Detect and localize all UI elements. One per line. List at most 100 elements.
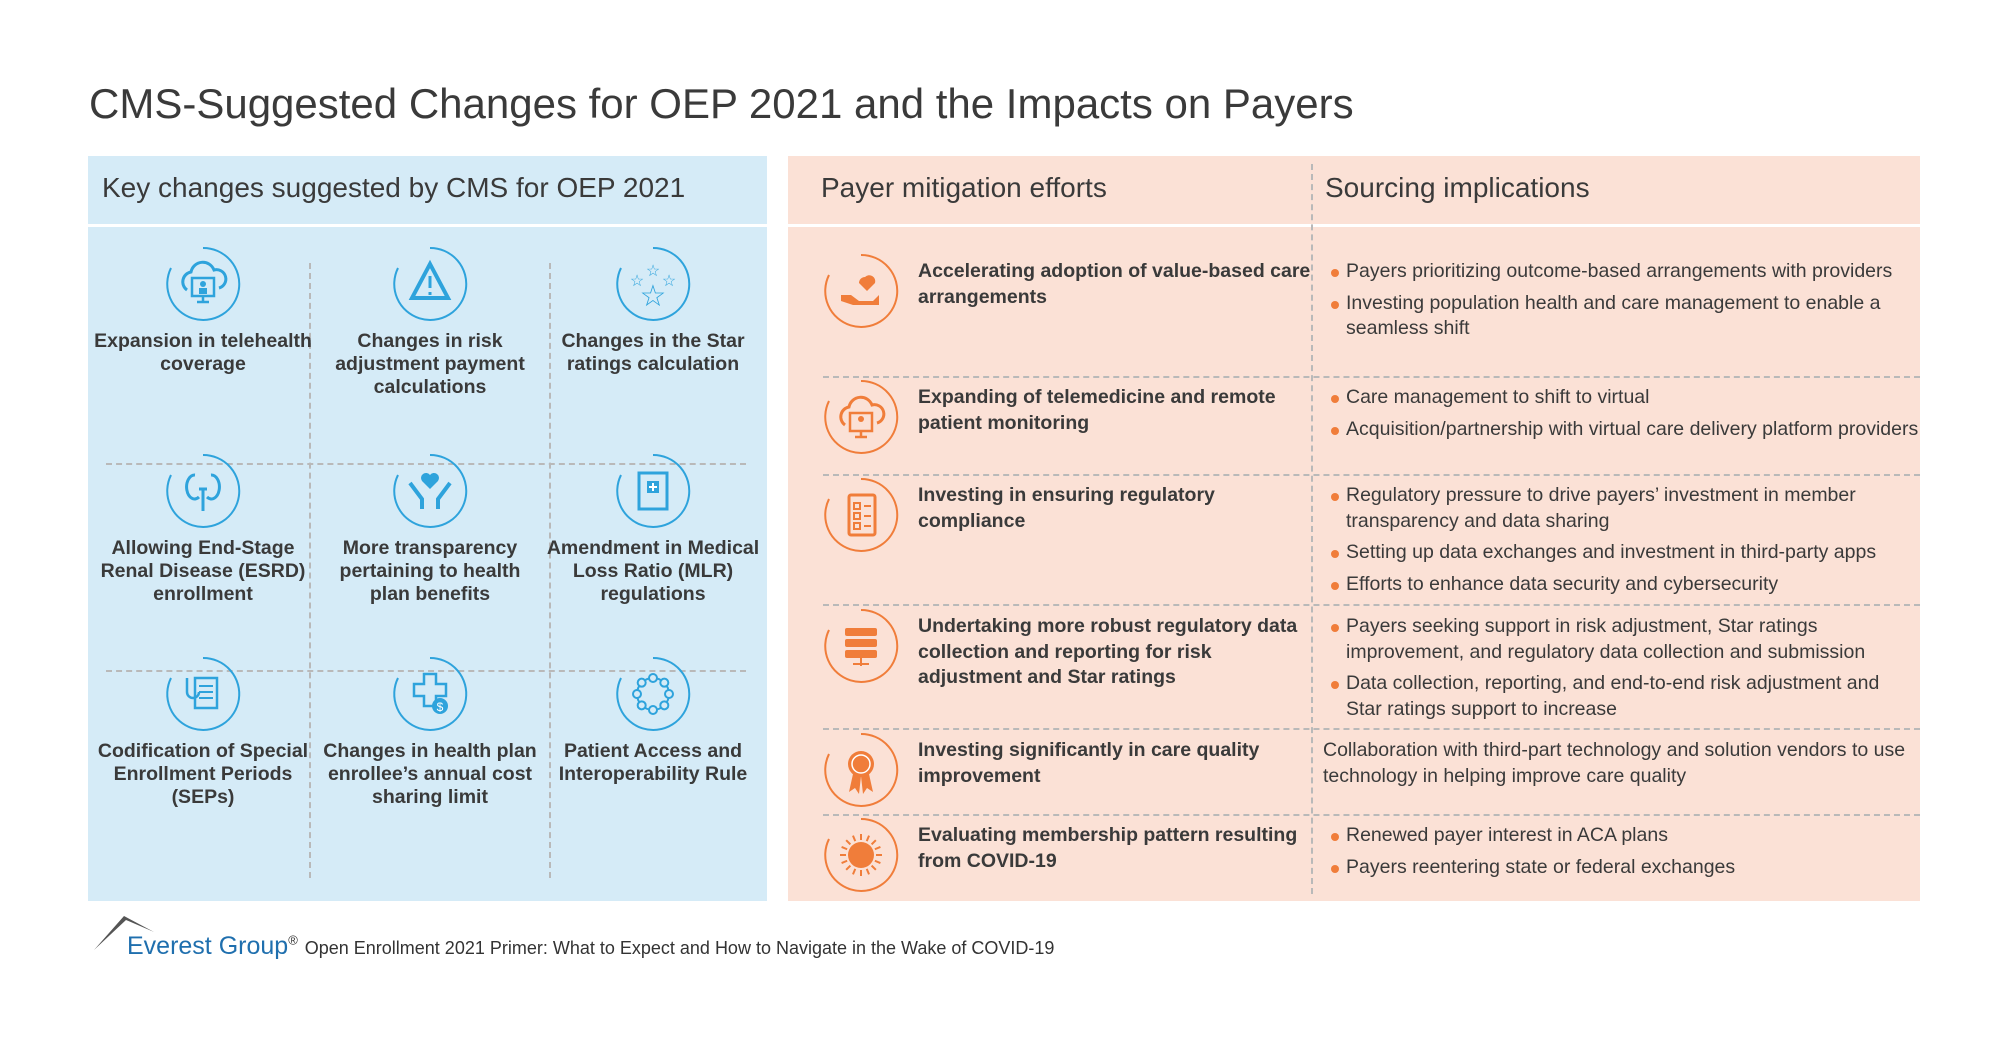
svg-text:$: $ — [437, 700, 444, 714]
implication-text: Payers prioritizing outcome-based arrang… — [1346, 260, 1893, 282]
bullet-icon — [1331, 550, 1339, 558]
row-divider — [823, 814, 1920, 816]
bullet-icon — [1331, 624, 1339, 632]
row-divider — [823, 376, 1920, 378]
implication-item: Payers seeking support in risk adjustmen… — [1329, 614, 1919, 665]
hands-heart-icon — [393, 453, 468, 528]
key-change-label: Allowing End-Stage Renal Disease (ESRD) … — [100, 537, 306, 605]
implication-text: Efforts to enhance data security and cyb… — [1346, 572, 1779, 595]
warning-triangle-icon — [393, 246, 468, 321]
bullet-icon — [1331, 581, 1339, 590]
sourcing-header-text: Sourcing implications — [1325, 172, 1590, 203]
mitigation-effort: Investing in ensuring regulatory complia… — [918, 484, 1215, 532]
key-changes-header-text: Key changes suggested by CMS for OEP 202… — [102, 172, 686, 203]
bullet-icon — [1331, 864, 1339, 873]
mitigation-header-text: Payer mitigation efforts — [821, 172, 1107, 203]
svg-text:☆: ☆ — [646, 263, 660, 280]
implication-text: Data collection, reporting, and end-to-e… — [1346, 672, 1880, 720]
medical-book-icon — [616, 453, 691, 528]
key-changes-panel: Key changes suggested by CMS for OEP 202… — [88, 156, 767, 901]
everest-logo: Everest Group® Open Enrollment 2021 Prim… — [127, 932, 1054, 961]
footer: Everest Group® Open Enrollment 2021 Prim… — [92, 912, 1092, 972]
implication-text: Collaboration with third-part technology… — [1323, 739, 1906, 787]
key-change-item: Codification of Special Enrollment Perio… — [93, 656, 313, 809]
award-ribbon-icon — [824, 732, 899, 807]
server-icon — [824, 608, 899, 683]
column-divider — [549, 263, 551, 878]
implication-item: Regulatory pressure to drive payers’ inv… — [1329, 483, 1919, 534]
key-change-item: Amendment in Medical Loss Ratio (MLR) re… — [543, 453, 763, 606]
bullet-icon — [1331, 681, 1339, 689]
registered-mark: ® — [288, 932, 298, 948]
key-change-item: ☆ ☆ ☆ ☆ Changes in the Star ratings calcula… — [543, 246, 763, 376]
implication-item: Setting up data exchanges and investment… — [1329, 540, 1919, 566]
key-changes-header: Key changes suggested by CMS for OEP 202… — [88, 156, 767, 227]
bullet-icon — [1331, 493, 1339, 501]
implication-item: Payers prioritizing outcome-based arrang… — [1329, 259, 1919, 285]
mitigation-effort: Undertaking more robust regulatory data … — [918, 615, 1298, 688]
implication-text: Payers seeking support in risk adjustmen… — [1346, 615, 1866, 663]
implication-item: Acquisition/partnership with virtual car… — [1329, 417, 1919, 443]
column-divider — [1311, 164, 1313, 894]
key-change-label: More transparency pertaining to health p… — [339, 537, 521, 605]
bullet-icon — [1331, 300, 1339, 309]
kidney-icon — [166, 453, 241, 528]
svg-text:☆: ☆ — [630, 273, 644, 290]
mitigation-effort: Accelerating adoption of value-based car… — [918, 260, 1311, 308]
bullet-icon — [1331, 395, 1339, 403]
implication-text: Renewed payer interest in ACA plans — [1346, 824, 1668, 846]
implication-text: Care management to shift to virtual — [1346, 386, 1650, 408]
bullet-icon — [1331, 426, 1339, 435]
column-divider — [309, 263, 311, 878]
implication-item: Care management to shift to virtual — [1329, 385, 1919, 411]
key-change-label: Changes in the Star ratings calculation — [561, 330, 745, 375]
implication-item: Data collection, reporting, and end-to-e… — [1329, 671, 1919, 722]
network-circle-icon — [616, 656, 691, 731]
key-change-item: Changes in risk adjustment payment calcu… — [320, 246, 540, 399]
medical-cost-icon: $ — [393, 656, 468, 731]
sourcing-implications: Renewed payer interest in ACA plans Payer… — [1329, 823, 1919, 886]
page-title: CMS-Suggested Changes for OEP 2021 and t… — [89, 80, 1354, 127]
implication-item: Renewed payer interest in ACA plans — [1329, 823, 1919, 849]
everest-logo-mountain-icon — [94, 916, 154, 950]
sourcing-implications: Care management to shift to virtual Acqui… — [1329, 385, 1919, 448]
svg-text:☆: ☆ — [662, 273, 676, 290]
key-change-label: Changes in health plan enrollee’s annual… — [323, 740, 537, 808]
implication-text: Payers reentering state or federal excha… — [1346, 855, 1736, 878]
cloud-telemedicine-icon — [824, 379, 899, 454]
row-divider — [106, 463, 746, 465]
sourcing-implications: Payers prioritizing outcome-based arrang… — [1329, 259, 1919, 348]
key-change-label: Expansion in telehealth coverage — [94, 330, 312, 375]
implication-text: Investing population health and care man… — [1346, 291, 1881, 340]
svg-text:☆: ☆ — [640, 280, 667, 313]
stars-icon: ☆☆☆ ☆ — [616, 246, 691, 321]
key-change-item: $ Changes in health plan enrollee’s annu… — [320, 656, 540, 809]
row-divider — [823, 728, 1920, 730]
key-change-item: Expansion in telehealth coverage — [93, 246, 313, 376]
key-change-item: Allowing End-Stage Renal Disease (ESRD) … — [93, 453, 313, 606]
key-change-item: More transparency pertaining to health p… — [320, 453, 540, 606]
implication-item: Payers reentering state or federal excha… — [1329, 855, 1919, 881]
row-divider — [823, 474, 1920, 476]
key-change-label: Changes in risk adjustment payment calcu… — [335, 330, 525, 398]
key-change-item: Patient Access and Interoperability Rule — [543, 656, 763, 786]
source-text: Open Enrollment 2021 Primer: What to Exp… — [304, 938, 1055, 958]
mitigation-effort: Investing significantly in care quality … — [918, 739, 1260, 787]
checklist-icon — [824, 477, 899, 552]
bullet-icon — [1331, 833, 1339, 841]
key-change-label: Amendment in Medical Loss Ratio (MLR) re… — [546, 537, 760, 605]
key-change-label: Codification of Special Enrollment Perio… — [97, 740, 309, 808]
sourcing-implications: Regulatory pressure to drive payers’ inv… — [1329, 483, 1919, 603]
key-change-label: Patient Access and Interoperability Rule — [558, 740, 748, 785]
hand-heart-icon — [824, 253, 899, 328]
row-divider — [823, 604, 1920, 606]
row-divider — [106, 670, 746, 672]
implication-text: Regulatory pressure to drive payers’ inv… — [1346, 484, 1856, 532]
sourcing-implications: Collaboration with third-part technology… — [1323, 738, 1913, 795]
implication-item: Collaboration with third-part technology… — [1323, 738, 1913, 789]
implication-item: Efforts to enhance data security and cyb… — [1329, 572, 1919, 598]
mitigation-effort: Evaluating membership pattern resulting … — [918, 824, 1298, 872]
cloud-telehealth-icon — [166, 246, 241, 321]
logo-text: Everest Group — [127, 932, 289, 960]
mitigation-panel: Payer mitigation efforts Sourcing implic… — [788, 156, 1920, 901]
